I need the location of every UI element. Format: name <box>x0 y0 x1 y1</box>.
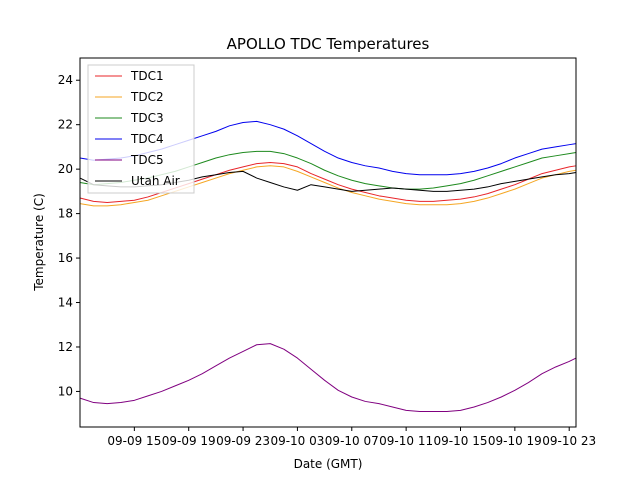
y-tick-label-10: 10 <box>58 384 73 398</box>
chart-title: APOLLO TDC Temperatures <box>227 35 430 53</box>
legend-label-tdc3: TDC3 <box>130 111 164 125</box>
x-axis-label: Date (GMT) <box>294 457 363 471</box>
y-tick-label-14: 14 <box>58 296 73 310</box>
x-tick-label-09-09-23: 09-09 23 <box>216 434 270 448</box>
axis-layer: 09-09 15 09-09 19 09-09 23 09-10 03 09-10 07… <box>58 73 596 448</box>
series-line-tdc5 <box>79 343 577 412</box>
y-tick-label-22: 22 <box>58 118 73 132</box>
series-line-tdc2 <box>79 165 577 207</box>
legend: TDC1 TDC2 TDC3 TDC4 TDC5 Utah Air <box>87 64 195 194</box>
y-tick-label-16: 16 <box>58 251 73 265</box>
y-tick-label-12: 12 <box>58 340 73 354</box>
x-tick-label-09-10-19: 09-10 19 <box>488 434 542 448</box>
legend-label-tdc2: TDC2 <box>130 90 164 104</box>
x-tick-label-09-10-23: 09-10 23 <box>542 434 596 448</box>
x-tick-label-09-10-11: 09-10 11 <box>379 434 433 448</box>
legend-label-tdc4: TDC4 <box>130 132 164 146</box>
plot-frame <box>79 57 577 428</box>
y-tick-label-18: 18 <box>58 207 73 221</box>
x-tick-label-09-10-15: 09-10 15 <box>434 434 488 448</box>
legend-box <box>87 64 195 194</box>
legend-label-tdc5: TDC5 <box>130 153 164 167</box>
y-tick-label-20: 20 <box>58 162 73 176</box>
y-axis-label: Temperature (C) <box>32 193 46 292</box>
x-tick-label-09-10-07: 09-10 07 <box>325 434 379 448</box>
x-tick-label-09-10-03: 09-10 03 <box>270 434 324 448</box>
y-tick-label-24: 24 <box>58 73 73 87</box>
legend-label-tdc1: TDC1 <box>130 69 164 83</box>
x-tick-label-09-09-19: 09-09 19 <box>162 434 216 448</box>
legend-label-utah-air: Utah Air <box>131 174 180 188</box>
x-tick-label-09-09-15: 09-09 15 <box>107 434 161 448</box>
